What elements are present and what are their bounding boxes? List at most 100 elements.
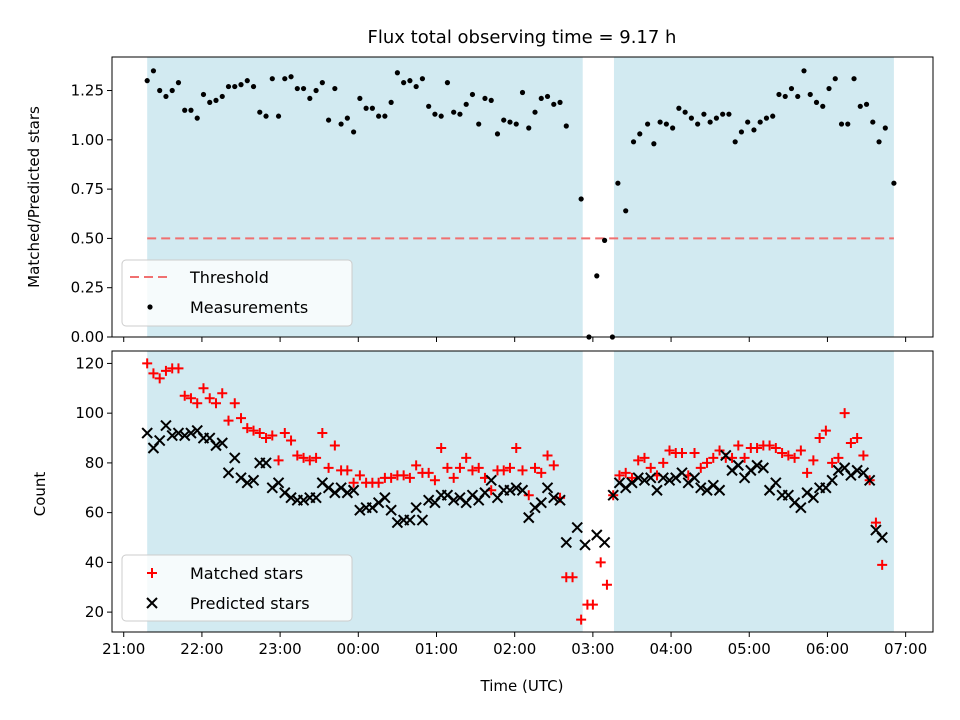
- measurement-point: [720, 111, 726, 117]
- measurement-point: [757, 119, 763, 125]
- bottom-y-tick-label: 20: [85, 603, 104, 621]
- measurement-point: [332, 85, 338, 92]
- matched-star-point: [614, 470, 625, 481]
- top-y-tick-label: 0.25: [71, 279, 104, 297]
- measurement-point: [307, 95, 313, 102]
- measurement-point: [563, 123, 569, 129]
- matched-star-point: [645, 462, 656, 473]
- matched-star-point: [498, 465, 509, 476]
- measurement-point: [144, 78, 150, 84]
- predicted-star-point: [172, 427, 185, 439]
- predicted-star-point: [757, 462, 770, 474]
- matched-star-point: [626, 472, 637, 483]
- measurement-point: [670, 125, 676, 131]
- matched-star-point: [267, 430, 278, 441]
- predicted-star-point: [285, 492, 297, 504]
- measurement-point: [738, 129, 745, 135]
- predicted-star-point: [310, 492, 322, 504]
- matched-star-point: [576, 614, 587, 625]
- measurement-point: [182, 107, 188, 113]
- predicted-star-point: [347, 484, 360, 496]
- matched-star-point: [411, 460, 422, 471]
- predicted-star-point: [645, 472, 657, 484]
- matched-star-point: [236, 413, 247, 424]
- top-y-tick-label: 1.00: [71, 131, 104, 149]
- measurement-point: [363, 105, 369, 111]
- predicted-star-point: [795, 501, 807, 514]
- matched-star-point: [386, 472, 397, 483]
- x-tick-label: 22:00: [180, 640, 223, 658]
- legend-matched-swatch: [147, 568, 157, 578]
- measurement-point: [232, 83, 238, 90]
- measurement-point: [538, 95, 544, 102]
- measurement-point: [344, 115, 350, 121]
- measurement-point: [801, 68, 807, 74]
- predicted-star-point: [720, 449, 732, 462]
- measurement-point: [788, 85, 795, 92]
- measurement-point: [319, 80, 325, 86]
- matched-star-point: [827, 457, 838, 468]
- matched-star-point: [802, 467, 813, 478]
- bottom-plot: 20 40 60 80 100 120 21:00 22:00 23:00 00:00 01:00 0…: [75, 350, 934, 658]
- bottom-y-tick-label: 60: [85, 504, 104, 522]
- measurement-point: [369, 105, 375, 111]
- predicted-star-point: [210, 439, 222, 452]
- matched-star-point: [877, 559, 888, 570]
- top-plot: 0.00 0.25 0.50 0.75 1.00 1.25 Threshold Measure…: [71, 56, 934, 346]
- matched-star-point: [436, 442, 447, 453]
- matched-star-point: [342, 465, 353, 476]
- measurement-point: [838, 121, 845, 127]
- measurement-point: [401, 80, 407, 86]
- bottom-legend: [121, 554, 353, 622]
- matched-star-point: [633, 455, 644, 466]
- matched-star-point: [504, 462, 515, 473]
- predicted-star-point: [485, 474, 497, 487]
- predicted-star-point: [272, 477, 285, 489]
- matched-star-point: [160, 365, 171, 376]
- matched-star-point: [601, 579, 612, 590]
- measurement-point: [269, 76, 275, 82]
- measurement-point: [488, 97, 494, 103]
- measurement-point: [751, 127, 757, 133]
- measurement-point: [602, 237, 608, 243]
- measurement-point: [294, 85, 300, 92]
- measurement-point: [351, 129, 357, 135]
- measurement-point: [795, 93, 801, 100]
- matched-star-point: [795, 445, 806, 456]
- predicted-star-point: [297, 494, 310, 506]
- bottom-frame: [111, 350, 934, 633]
- measurement-point: [476, 121, 482, 127]
- matched-star-point: [423, 467, 434, 478]
- predicted-star-point: [826, 474, 838, 487]
- bottom-observing-window: [613, 351, 894, 632]
- legend-matched-label: Matched stars: [190, 564, 303, 583]
- measurement-point: [645, 121, 651, 127]
- matched-star-point: [473, 462, 484, 473]
- measurement-point: [845, 121, 851, 127]
- matched-star-point: [173, 363, 184, 374]
- measurement-point: [263, 113, 269, 119]
- matched-star-point: [254, 428, 265, 439]
- measurement-point: [707, 119, 713, 125]
- predicted-star-point: [751, 459, 763, 472]
- measurement-point: [807, 91, 813, 98]
- matched-star-point: [839, 408, 850, 419]
- matched-star-point: [354, 470, 365, 481]
- measurement-point: [313, 87, 319, 94]
- measurement-point: [394, 70, 400, 76]
- x-tick-label: 23:00: [258, 640, 301, 658]
- matched-star-point: [461, 452, 472, 463]
- measurement-point: [551, 101, 557, 107]
- measurement-point: [376, 113, 382, 119]
- matched-star-point: [142, 358, 153, 369]
- measurement-point: [557, 99, 563, 105]
- legend-measurements-label: Measurements: [190, 298, 308, 317]
- matched-star-point: [708, 452, 719, 463]
- matched-star-point: [542, 450, 553, 461]
- predicted-star-point: [732, 459, 745, 472]
- predicted-star-point: [354, 504, 366, 516]
- predicted-star-point: [632, 472, 644, 484]
- predicted-star-point: [676, 467, 688, 479]
- measurement-point: [157, 87, 163, 94]
- measurement-point: [225, 83, 232, 90]
